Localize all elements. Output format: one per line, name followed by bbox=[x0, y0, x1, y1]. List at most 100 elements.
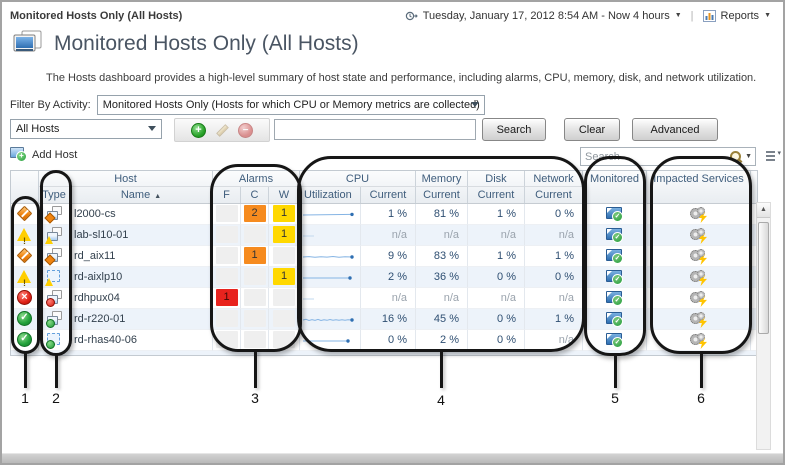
warning-alarm-count[interactable]: 1 bbox=[273, 226, 295, 243]
fatal-alarm-count[interactable] bbox=[215, 226, 238, 243]
cpu-utilization-sparkline[interactable] bbox=[300, 225, 361, 246]
add-host-button[interactable]: Add Host bbox=[10, 147, 77, 162]
critical-alarm-count[interactable] bbox=[243, 268, 266, 285]
impacted-services-column-header[interactable]: Impacted Services bbox=[647, 171, 751, 203]
virtual-host-type-icon bbox=[45, 332, 63, 349]
table-row[interactable]: rd_aix11 1 9 % 83 % 1 % 1 % bbox=[11, 246, 757, 267]
cpu-utilization-sparkline[interactable] bbox=[300, 330, 361, 351]
host-name[interactable]: lab-sl10-01 bbox=[70, 225, 213, 246]
critical-status-icon[interactable] bbox=[17, 206, 32, 221]
search-button[interactable]: Search bbox=[482, 118, 546, 141]
cpu-utilization-sparkline[interactable] bbox=[300, 288, 361, 309]
search-icon[interactable] bbox=[729, 150, 742, 163]
type-column-header[interactable]: Type bbox=[39, 187, 70, 203]
remove-icon bbox=[238, 122, 253, 138]
impacted-services-icon[interactable] bbox=[690, 228, 707, 244]
normal-status-icon[interactable] bbox=[17, 332, 32, 347]
cpu-utilization-sparkline[interactable] bbox=[300, 309, 361, 330]
critical-alarm-count[interactable]: 1 bbox=[243, 247, 266, 264]
warning-alarm-count[interactable]: 1 bbox=[273, 205, 295, 222]
search-input[interactable] bbox=[274, 119, 476, 140]
fatal-alarm-count[interactable] bbox=[215, 247, 238, 264]
table-row[interactable]: rdhpux04 1 n/a n/a n/a n/a bbox=[11, 288, 757, 309]
disk-current-column-header[interactable]: Current bbox=[468, 187, 525, 203]
impacted-services-icon[interactable] bbox=[690, 207, 707, 223]
table-row[interactable]: rd-aixlp10 1 2 % 36 % 0 % 0 % bbox=[11, 267, 757, 288]
host-name[interactable]: rd-r220-01 bbox=[70, 309, 213, 330]
column-customizer-icon[interactable] bbox=[766, 149, 781, 162]
host-name[interactable]: l2000-cs bbox=[70, 204, 213, 225]
advanced-button[interactable]: Advanced bbox=[632, 118, 718, 141]
fatal-status-icon[interactable] bbox=[17, 290, 32, 305]
critical-alarm-count[interactable] bbox=[243, 310, 266, 327]
network-current-value: 0 % bbox=[525, 204, 583, 225]
fatal-alarm-count[interactable] bbox=[215, 331, 238, 348]
critical-status-icon[interactable] bbox=[17, 248, 32, 263]
scroll-up-arrow[interactable]: ▲ bbox=[757, 203, 770, 218]
monitored-icon[interactable] bbox=[606, 333, 623, 348]
table-row[interactable]: rd-r220-01 16 % 45 % 0 % 1 % bbox=[11, 309, 757, 330]
host-name[interactable]: rdhpux04 bbox=[70, 288, 213, 309]
fatal-alarm-count[interactable] bbox=[215, 268, 238, 285]
chevron-down-icon[interactable]: ▼ bbox=[745, 152, 752, 160]
cpu-utilization-sparkline[interactable] bbox=[300, 204, 361, 225]
scrollbar-thumb[interactable] bbox=[758, 222, 769, 334]
name-column-header-sorted-ascending[interactable]: Name bbox=[70, 187, 213, 203]
add-icon[interactable] bbox=[191, 122, 206, 138]
monitored-icon[interactable] bbox=[606, 228, 623, 243]
activity-filter-select[interactable]: Monitored Hosts Only (Hosts for which CP… bbox=[96, 95, 485, 115]
critical-alarm-count[interactable] bbox=[243, 226, 266, 243]
warning-status-icon[interactable] bbox=[17, 227, 32, 245]
timeframe-selector[interactable]: Tuesday, January 17, 2012 8:54 AM - Now … bbox=[422, 10, 670, 22]
monitored-icon[interactable] bbox=[606, 312, 623, 327]
monitored-icon[interactable] bbox=[606, 270, 623, 285]
critical-column-header[interactable]: C bbox=[241, 187, 269, 203]
critical-alarm-count[interactable] bbox=[243, 331, 266, 348]
breadcrumb[interactable]: Monitored Hosts Only (All Hosts) bbox=[10, 10, 183, 22]
warning-alarm-count[interactable] bbox=[273, 247, 295, 264]
chevron-down-icon[interactable]: ▼ bbox=[764, 12, 771, 19]
warning-alarm-count[interactable] bbox=[273, 310, 295, 327]
impacted-services-icon[interactable] bbox=[690, 249, 707, 265]
impacted-services-icon[interactable] bbox=[690, 291, 707, 307]
chevron-down-icon[interactable]: ▼ bbox=[674, 12, 682, 19]
monitored-icon[interactable] bbox=[606, 249, 623, 264]
host-name[interactable]: rd-aixlp10 bbox=[70, 267, 213, 288]
page-description: The Hosts dashboard provides a high-leve… bbox=[46, 72, 757, 84]
warning-alarm-count[interactable] bbox=[273, 331, 295, 348]
reports-menu[interactable]: Reports bbox=[720, 10, 760, 22]
fatal-alarm-count[interactable] bbox=[215, 205, 238, 222]
fatal-column-header[interactable]: F bbox=[213, 187, 241, 203]
monitored-icon[interactable] bbox=[606, 291, 623, 306]
critical-alarm-count[interactable] bbox=[243, 289, 266, 306]
fatal-alarm-count[interactable]: 1 bbox=[215, 289, 238, 306]
critical-alarm-count[interactable]: 2 bbox=[243, 205, 266, 222]
clear-button[interactable]: Clear bbox=[564, 118, 620, 141]
monitored-icon[interactable] bbox=[606, 207, 623, 222]
table-row[interactable]: l2000-cs 2 1 1 % 81 % 1 % 0 % bbox=[11, 204, 757, 225]
monitored-column-header[interactable]: Monitored bbox=[583, 171, 647, 203]
warning-column-header[interactable]: W bbox=[269, 187, 300, 203]
impacted-services-icon[interactable] bbox=[690, 312, 707, 328]
host-name[interactable]: rd_aix11 bbox=[70, 246, 213, 267]
cpu-current-value: 2 % bbox=[361, 267, 416, 288]
cpu-utilization-sparkline[interactable] bbox=[300, 246, 361, 267]
memory-current-column-header[interactable]: Current bbox=[416, 187, 468, 203]
cpu-current-column-header[interactable]: Current bbox=[361, 187, 416, 203]
network-current-column-header[interactable]: Current bbox=[525, 187, 583, 203]
table-row[interactable]: rd-rhas40-06 0 % 2 % 0 % n/a bbox=[11, 330, 757, 351]
cpu-utilization-sparkline[interactable] bbox=[300, 267, 361, 288]
host-scope-select[interactable]: All Hosts bbox=[10, 119, 162, 139]
warning-alarm-count[interactable]: 1 bbox=[273, 268, 295, 285]
utilization-column-header[interactable]: Utilization bbox=[300, 187, 361, 203]
warning-status-icon[interactable] bbox=[17, 269, 32, 287]
normal-status-icon[interactable] bbox=[17, 311, 32, 326]
vertical-scrollbar[interactable]: ▲ bbox=[756, 202, 771, 450]
fatal-alarm-count[interactable] bbox=[215, 310, 238, 327]
impacted-services-icon[interactable] bbox=[690, 333, 707, 349]
impacted-services-icon[interactable] bbox=[690, 270, 707, 286]
host-name[interactable]: rd-rhas40-06 bbox=[70, 330, 213, 351]
table-row[interactable]: lab-sl10-01 1 n/a n/a n/a n/a bbox=[11, 225, 757, 246]
reports-icon bbox=[702, 10, 716, 22]
warning-alarm-count[interactable] bbox=[273, 289, 295, 306]
